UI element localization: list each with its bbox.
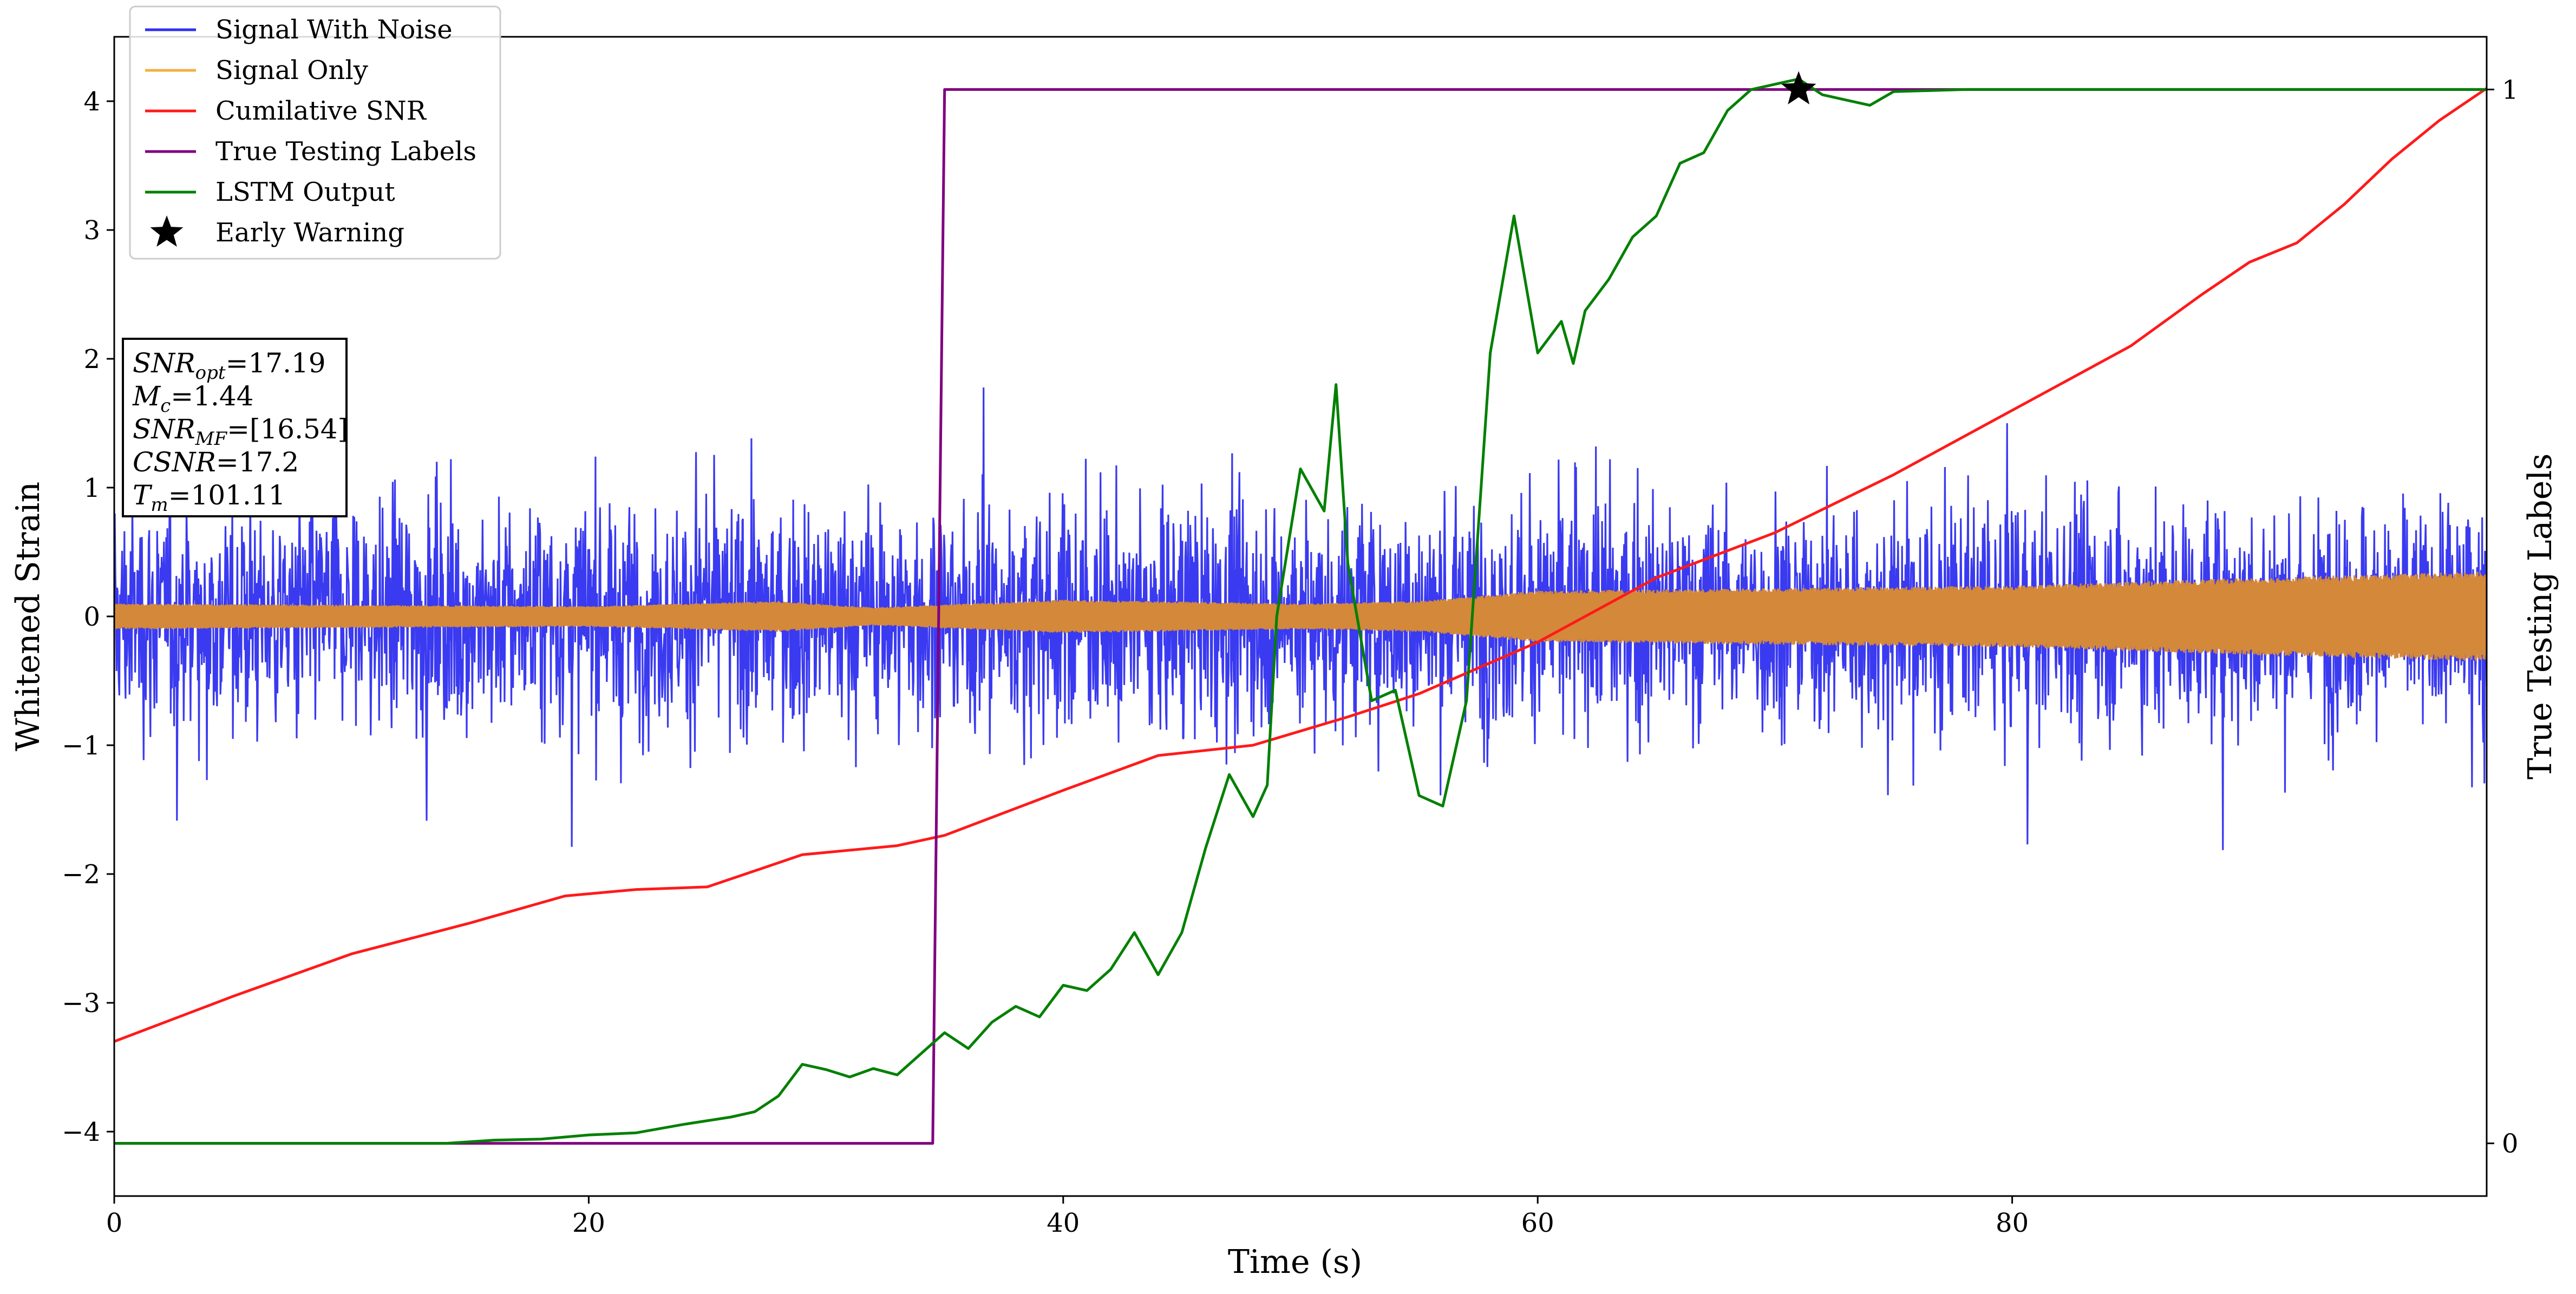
info-subscript: opt (195, 362, 226, 384)
info-line: CSNR=17.2 (133, 446, 299, 478)
info-value: =17.19 (226, 347, 326, 379)
series-lstm-output (114, 77, 2487, 1145)
legend-label: True Testing Labels (215, 136, 476, 167)
info-value: =101.11 (168, 479, 286, 511)
y-tick-label: −2 (62, 859, 100, 890)
x-tick-label: 0 (106, 1208, 123, 1238)
y-tick-label: 0 (83, 602, 100, 632)
y-tick-label: 2 (83, 344, 100, 375)
series-cumilative-snr (114, 87, 2487, 1043)
info-line: Tm=101.11 (133, 479, 285, 516)
legend: Signal With Noise Signal Only Cumilative S… (129, 5, 501, 260)
legend-label: Cumilative SNR (215, 96, 427, 126)
legend-box (129, 5, 501, 260)
info-line: Mc=1.44 (132, 380, 253, 417)
legend-label: Signal Only (215, 55, 368, 86)
info-value: =17.2 (216, 446, 299, 478)
info-subscript: m (151, 494, 168, 516)
y2-tick-label: 0 (2502, 1129, 2519, 1159)
y-axis-title: Whitened Strain (9, 482, 47, 751)
y2-tick-label: 1 (2502, 75, 2519, 105)
info-symbol: M (132, 380, 161, 412)
y-tick-label: −1 (62, 731, 100, 761)
legend-label: Signal With Noise (215, 15, 453, 45)
info-line: SNRopt=17.19 (133, 347, 326, 384)
plot-area (114, 71, 2487, 1145)
info-line: SNRMF=[16.54] (133, 413, 348, 450)
y-tick-label: −3 (62, 988, 100, 1019)
info-box: SNRopt=17.19Mc=1.44SNRMF=[16.54]CSNR=17.… (122, 338, 348, 517)
y2-axis-title: True Testing Labels (2521, 454, 2559, 780)
info-symbol: CSNR (133, 446, 216, 478)
x-tick-label: 60 (1521, 1208, 1554, 1238)
x-axis-title: Time (s) (1228, 1243, 1362, 1281)
y-tick-label: 3 (83, 215, 100, 246)
info-value: =[16.54] (227, 413, 348, 445)
info-box-frame (122, 338, 348, 517)
y-tick-label: 4 (83, 87, 100, 117)
info-subscript: MF (195, 428, 228, 450)
legend-label: LSTM Output (215, 177, 395, 207)
x-tick-label: 40 (1047, 1208, 1080, 1238)
info-subscript: c (160, 395, 171, 417)
info-symbol: T (133, 479, 153, 511)
early-warning-marker (1781, 71, 1816, 104)
y-tick-label: −4 (62, 1117, 100, 1147)
legend-label: Early Warning (215, 218, 404, 248)
x-tick-label: 80 (1996, 1208, 2029, 1238)
y-tick-label: 1 (83, 473, 100, 503)
info-value: =1.44 (171, 380, 253, 412)
series-signal-only (114, 572, 2487, 661)
x-tick-label: 20 (572, 1208, 605, 1238)
legend-star-icon (150, 215, 184, 247)
info-symbol: SNR (133, 413, 195, 445)
info-symbol: SNR (133, 347, 195, 379)
series-true-testing-labels (114, 88, 2487, 1145)
